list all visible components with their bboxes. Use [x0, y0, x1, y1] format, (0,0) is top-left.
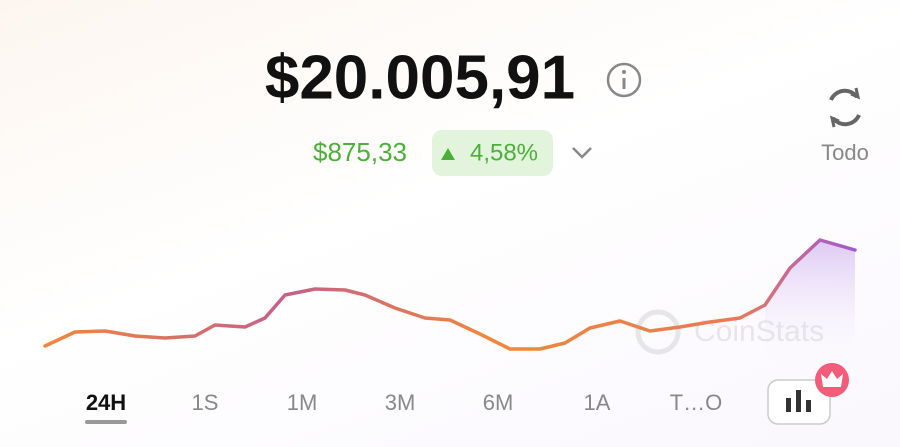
- expand-chevron[interactable]: [572, 147, 592, 159]
- tab[interactable]: 6M: [483, 390, 514, 415]
- tab[interactable]: 24H: [86, 390, 126, 415]
- area-highlight: [765, 240, 855, 360]
- tab[interactable]: 1M: [287, 390, 318, 415]
- chart: [43, 238, 857, 360]
- chart-type-button[interactable]: [767, 363, 849, 425]
- filter-label[interactable]: Todo: [821, 140, 869, 165]
- tab[interactable]: 1A: [584, 390, 611, 415]
- tab-underline: [85, 420, 127, 424]
- up-arrow: [441, 148, 455, 160]
- line: [43, 238, 857, 351]
- tab[interactable]: 3M: [385, 390, 416, 415]
- balance: $20.005,91: [265, 43, 575, 112]
- refresh-icon[interactable]: [829, 87, 861, 128]
- change: $875,33: [313, 137, 407, 167]
- info-icon[interactable]: [606, 62, 642, 98]
- tab[interactable]: 1S: [192, 390, 219, 415]
- change-pill: [432, 130, 553, 176]
- tab[interactable]: T…O: [670, 390, 723, 415]
- tabs: 24H 1S 1M 3M 6M 1A T…O: [86, 390, 722, 415]
- change-pct: 4,58%: [470, 139, 538, 166]
